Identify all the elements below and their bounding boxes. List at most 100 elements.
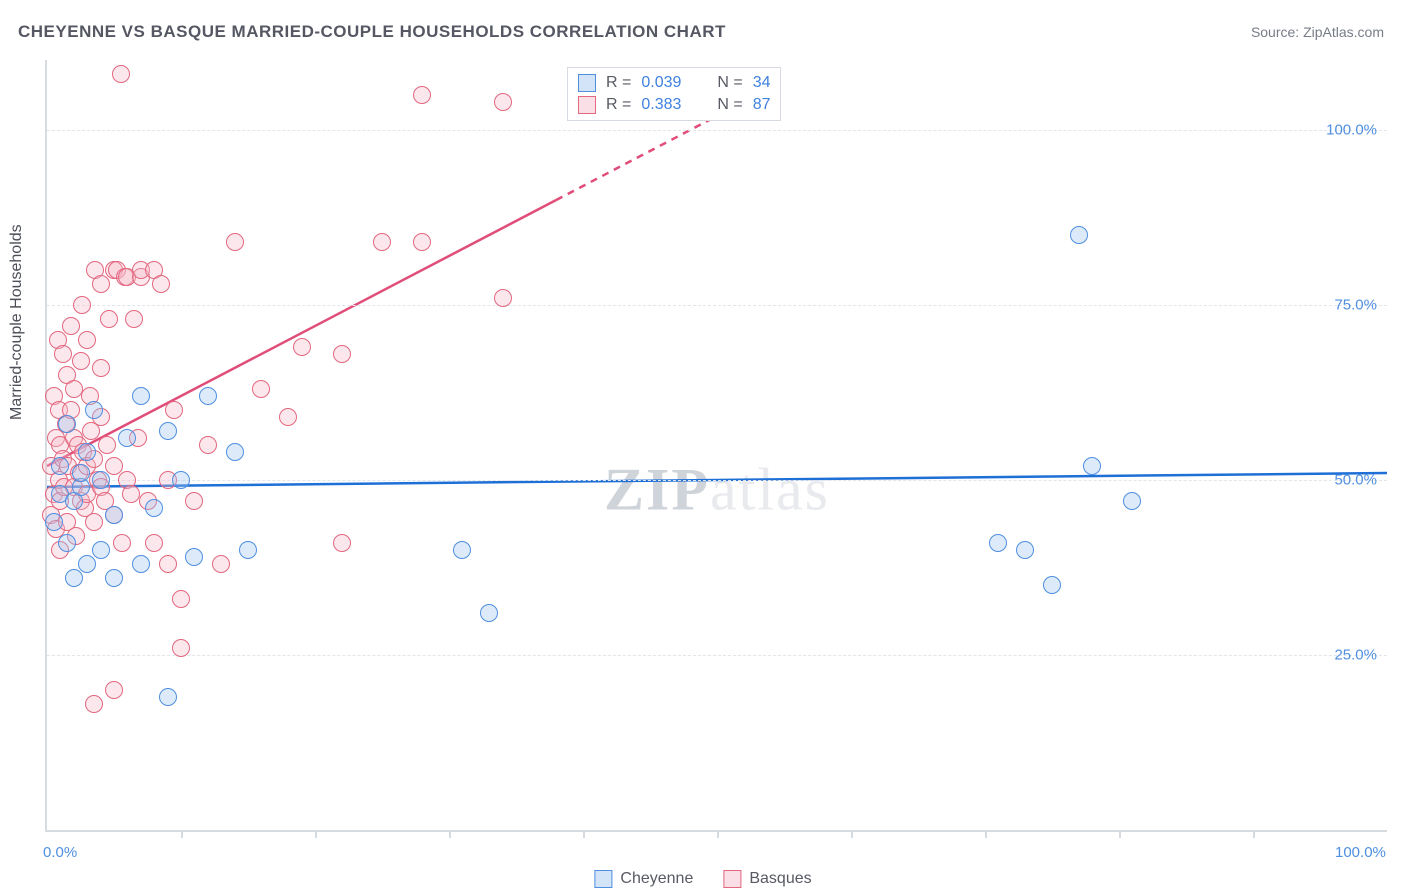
data-point-basques	[413, 86, 431, 104]
data-point-basques	[105, 681, 123, 699]
y-tick-label: 50.0%	[1297, 472, 1377, 489]
data-point-basques	[112, 65, 130, 83]
data-point-cheyenne	[145, 499, 163, 517]
plot-area: ZIPatlas R = 0.039N = 34R = 0.383N = 87 …	[45, 60, 1387, 832]
y-tick-label: 75.0%	[1297, 297, 1377, 314]
x-tick	[851, 830, 853, 838]
r-value-cheyenne: 0.039	[641, 74, 693, 92]
swatch-basques	[578, 96, 596, 114]
watermark: ZIPatlas	[604, 456, 830, 525]
data-point-cheyenne	[58, 534, 76, 552]
x-tick-label-left: 0.0%	[43, 844, 77, 861]
legend-item-basques: Basques	[723, 870, 811, 888]
data-point-cheyenne	[453, 541, 471, 559]
y-tick-label: 100.0%	[1297, 122, 1377, 139]
n-label: N =	[717, 74, 742, 92]
gridline-h	[47, 130, 1387, 131]
data-point-cheyenne	[1123, 492, 1141, 510]
x-tick	[315, 830, 317, 838]
data-point-basques	[54, 345, 72, 363]
y-tick-label: 25.0%	[1297, 647, 1377, 664]
data-point-cheyenne	[72, 464, 90, 482]
r-label: R =	[606, 96, 631, 114]
data-point-basques	[85, 695, 103, 713]
chart-container: CHEYENNE VS BASQUE MARRIED-COUPLE HOUSEH…	[0, 0, 1406, 892]
data-point-cheyenne	[118, 429, 136, 447]
data-point-basques	[62, 317, 80, 335]
data-point-cheyenne	[989, 534, 1007, 552]
data-point-basques	[92, 275, 110, 293]
legend-swatch-basques	[723, 870, 741, 888]
data-point-cheyenne	[105, 506, 123, 524]
legend-item-cheyenne: Cheyenne	[594, 870, 693, 888]
gridline-h	[47, 655, 1387, 656]
data-point-basques	[199, 436, 217, 454]
watermark-zip: ZIP	[604, 457, 710, 523]
data-point-basques	[78, 331, 96, 349]
data-point-basques	[145, 534, 163, 552]
data-point-cheyenne	[58, 415, 76, 433]
legend-label-cheyenne: Cheyenne	[620, 870, 693, 888]
n-label: N =	[717, 96, 742, 114]
x-tick	[1253, 830, 1255, 838]
data-point-basques	[125, 310, 143, 328]
data-point-cheyenne	[1043, 576, 1061, 594]
r-value-basques: 0.383	[641, 96, 693, 114]
data-point-cheyenne	[51, 457, 69, 475]
swatch-cheyenne	[578, 74, 596, 92]
data-point-basques	[172, 639, 190, 657]
data-point-basques	[85, 513, 103, 531]
data-point-basques	[212, 555, 230, 573]
data-point-cheyenne	[92, 541, 110, 559]
data-point-basques	[100, 310, 118, 328]
x-tick	[985, 830, 987, 838]
data-point-cheyenne	[480, 604, 498, 622]
data-point-cheyenne	[1016, 541, 1034, 559]
trend-line-basques	[47, 200, 556, 466]
data-point-basques	[92, 359, 110, 377]
chart-source: Source: ZipAtlas.com	[1251, 24, 1384, 40]
n-value-cheyenne: 34	[753, 74, 771, 92]
data-point-cheyenne	[85, 401, 103, 419]
data-point-basques	[413, 233, 431, 251]
data-point-cheyenne	[239, 541, 257, 559]
data-point-basques	[159, 555, 177, 573]
x-tick	[717, 830, 719, 838]
data-point-basques	[226, 233, 244, 251]
data-point-basques	[185, 492, 203, 510]
data-point-basques	[293, 338, 311, 356]
data-point-basques	[105, 457, 123, 475]
legend-swatch-cheyenne	[594, 870, 612, 888]
data-point-cheyenne	[45, 513, 63, 531]
data-point-cheyenne	[199, 387, 217, 405]
stats-row-basques: R = 0.383 N = 87	[578, 94, 770, 116]
stats-row-cheyenne: R = 0.039 N = 34	[578, 72, 770, 94]
source-value: ZipAtlas.com	[1303, 24, 1384, 40]
x-tick-label-right: 100.0%	[1335, 844, 1386, 861]
chart-title: CHEYENNE VS BASQUE MARRIED-COUPLE HOUSEH…	[18, 22, 726, 42]
data-point-cheyenne	[1083, 457, 1101, 475]
data-point-cheyenne	[105, 569, 123, 587]
x-tick	[583, 830, 585, 838]
data-point-cheyenne	[132, 387, 150, 405]
data-point-basques	[113, 534, 131, 552]
y-axis-title: Married-couple Households	[8, 224, 26, 420]
data-point-basques	[72, 352, 90, 370]
data-point-basques	[333, 345, 351, 363]
data-point-basques	[172, 590, 190, 608]
watermark-atlas: atlas	[710, 457, 830, 523]
n-value-basques: 87	[753, 96, 771, 114]
data-point-basques	[252, 380, 270, 398]
gridline-h	[47, 305, 1387, 306]
data-point-cheyenne	[132, 555, 150, 573]
r-label: R =	[606, 74, 631, 92]
data-point-cheyenne	[185, 548, 203, 566]
gridline-h	[47, 480, 1387, 481]
data-point-basques	[165, 401, 183, 419]
x-tick	[181, 830, 183, 838]
x-tick	[449, 830, 451, 838]
data-point-basques	[279, 408, 297, 426]
legend-label-basques: Basques	[749, 870, 811, 888]
data-point-cheyenne	[78, 555, 96, 573]
data-point-basques	[98, 436, 116, 454]
